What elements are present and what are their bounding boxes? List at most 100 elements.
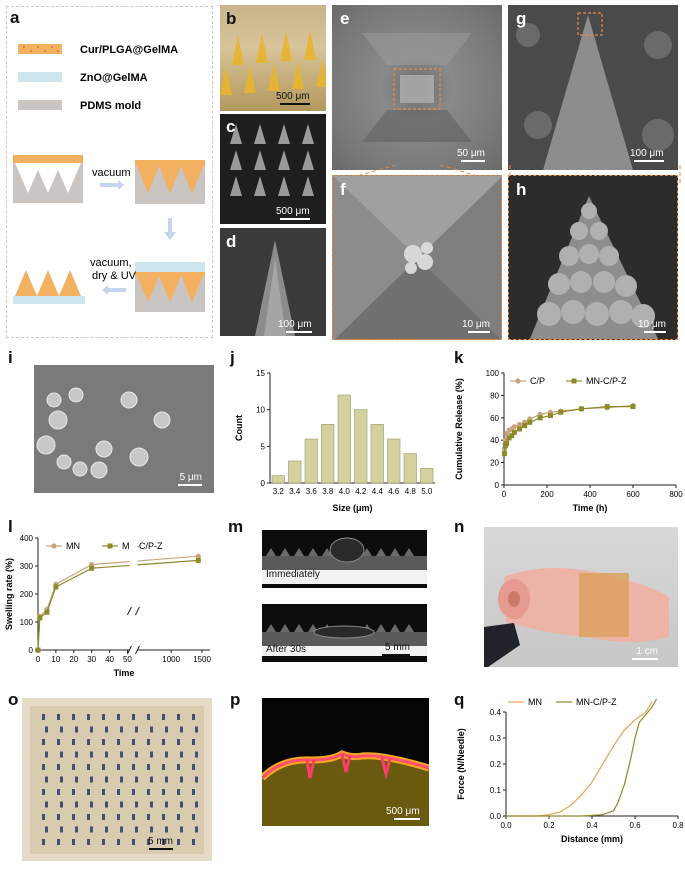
scalebar-o: 5 mm bbox=[148, 836, 173, 850]
legend-swatch-zno bbox=[18, 72, 62, 82]
legend-label: MN-C/P-Z bbox=[576, 698, 617, 707]
insertion-mark bbox=[162, 714, 165, 720]
y-tick-label: 0.3 bbox=[490, 734, 502, 743]
scalebar-label-f: 10 μm bbox=[462, 319, 490, 330]
scalebar-e: 50 μm bbox=[457, 148, 485, 162]
data-point bbox=[506, 435, 512, 441]
insertion-mark bbox=[105, 826, 108, 833]
insertion-mark bbox=[177, 814, 180, 820]
mold-tips-filled bbox=[135, 160, 205, 204]
insertion-mark bbox=[147, 764, 150, 770]
legend-label-pdms: PDMS mold bbox=[80, 100, 141, 112]
insertion-mark bbox=[60, 826, 63, 833]
scalebar-label-p: 500 μm bbox=[386, 806, 420, 817]
y-axis-title: Cumulative Release (%) bbox=[454, 378, 464, 480]
y-tick-label: 0.0 bbox=[490, 812, 502, 821]
x-tick-label: 400 bbox=[583, 490, 597, 499]
x-tick-label: 800 bbox=[669, 490, 683, 499]
scalebar-m: 5 mm bbox=[382, 642, 410, 656]
insertion-mark bbox=[72, 789, 75, 795]
insertion-mark bbox=[87, 714, 90, 720]
arrow-down-icon bbox=[164, 218, 176, 240]
insertion-mark bbox=[195, 776, 198, 783]
scalebar-p: 500 μm bbox=[386, 806, 420, 820]
histogram-bar bbox=[370, 424, 384, 484]
y-tick-label: 0.2 bbox=[490, 760, 502, 769]
insertion-mark bbox=[102, 739, 105, 745]
data-point bbox=[195, 553, 201, 559]
panel-label-f: f bbox=[340, 180, 346, 199]
data-point bbox=[195, 557, 201, 563]
insertion-mark bbox=[90, 776, 93, 783]
m-label-immediately: Immediately bbox=[266, 569, 320, 580]
y-tick-label: 20 bbox=[490, 459, 499, 468]
legend-marker bbox=[107, 543, 113, 549]
data-point bbox=[53, 584, 59, 590]
x-axis-title: Distance (mm) bbox=[561, 834, 623, 844]
insertion-mark bbox=[120, 826, 123, 833]
x-axis-title: Size (μm) bbox=[332, 503, 372, 513]
insertion-mark bbox=[102, 839, 105, 845]
data-point bbox=[501, 451, 507, 457]
data-point bbox=[516, 421, 523, 428]
panel-label-q: q bbox=[454, 690, 465, 709]
x-tick-label: 0 bbox=[502, 490, 507, 499]
insertion-mark bbox=[132, 714, 135, 720]
y-tick-label: 10 bbox=[256, 406, 265, 415]
insertion-mark bbox=[180, 751, 183, 758]
data-point bbox=[537, 415, 543, 421]
insertion-mark bbox=[195, 726, 198, 733]
scalebar-d: 100 μm bbox=[278, 319, 312, 333]
scalebar-g: 100 μm bbox=[630, 148, 664, 162]
x-tick-label: 50 bbox=[123, 655, 132, 664]
insertion-mark bbox=[180, 801, 183, 808]
y-tick-label: 15 bbox=[256, 369, 265, 378]
scalebar-label-c: 500 μm bbox=[276, 206, 310, 217]
y-tick-label: 0 bbox=[261, 479, 266, 488]
histogram-bar bbox=[403, 453, 417, 484]
insertion-mark bbox=[132, 814, 135, 820]
insertion-mark bbox=[57, 814, 60, 820]
sem-single-needle-d bbox=[220, 228, 326, 336]
insertion-mark bbox=[165, 776, 168, 783]
insertion-mark bbox=[150, 776, 153, 783]
insertion-mark bbox=[165, 826, 168, 833]
axis-break-gap bbox=[129, 538, 138, 653]
insertion-mark bbox=[42, 764, 45, 770]
insertion-mark bbox=[165, 801, 168, 808]
insertion-mark bbox=[45, 826, 48, 833]
x-tick-label: 0.6 bbox=[629, 821, 641, 830]
scalebar-label-i: 5 μm bbox=[179, 472, 202, 483]
photo-skin-insertion-o bbox=[22, 698, 212, 861]
x-tick-label: 5.0 bbox=[421, 487, 433, 496]
scalebar-label-d: 100 μm bbox=[278, 319, 312, 330]
insertion-mark bbox=[87, 764, 90, 770]
photo-skin-application-n bbox=[484, 527, 678, 667]
insertion-mark bbox=[162, 739, 165, 745]
insertion-mark bbox=[45, 801, 48, 808]
histogram-bar bbox=[321, 424, 335, 484]
y-tick-label: 0.1 bbox=[490, 786, 502, 795]
insertion-mark bbox=[117, 789, 120, 795]
panel-label-k: k bbox=[454, 348, 464, 367]
y-tick-label: 400 bbox=[20, 534, 34, 543]
step-dry-uv-label-1: vacuum, bbox=[90, 257, 132, 269]
insertion-mark bbox=[147, 739, 150, 745]
scalebar-f: 10 μm bbox=[462, 319, 490, 333]
scalebar-i: 5 μm bbox=[178, 472, 202, 486]
legend-label: C/P bbox=[530, 376, 545, 386]
insertion-mark bbox=[162, 839, 165, 845]
insertion-mark bbox=[105, 776, 108, 783]
legend-label: MN-C/P-Z bbox=[122, 541, 163, 551]
insertion-mark bbox=[165, 751, 168, 758]
insertion-mark bbox=[177, 714, 180, 720]
legend-swatch-cur bbox=[18, 44, 62, 54]
histogram-bar bbox=[337, 394, 351, 484]
insertion-mark bbox=[120, 726, 123, 733]
insertion-mark bbox=[60, 801, 63, 808]
insertion-mark bbox=[165, 726, 168, 733]
panel-label-a: a bbox=[10, 8, 20, 27]
data-point bbox=[35, 647, 41, 653]
insertion-mark bbox=[102, 814, 105, 820]
panel-label-g: g bbox=[516, 9, 527, 28]
